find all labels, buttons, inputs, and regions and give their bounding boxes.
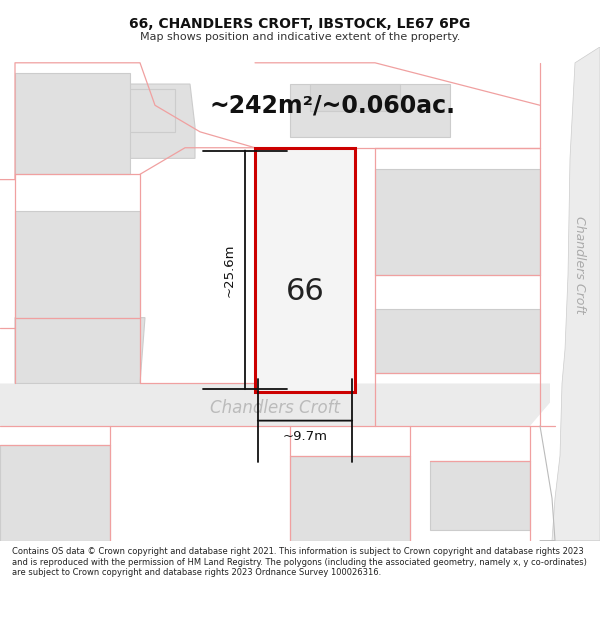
Polygon shape	[15, 318, 145, 384]
Text: Chandlers Croft: Chandlers Croft	[210, 399, 340, 417]
Text: Contains OS data © Crown copyright and database right 2021. This information is : Contains OS data © Crown copyright and d…	[12, 548, 587, 577]
Polygon shape	[552, 47, 600, 541]
Bar	[290, 456, 410, 541]
Bar	[375, 169, 540, 275]
Bar	[15, 211, 140, 318]
Text: ~242m²/~0.060ac.: ~242m²/~0.060ac.	[210, 93, 456, 118]
Bar	[70, 89, 175, 132]
Text: ~9.7m: ~9.7m	[283, 430, 328, 443]
Bar	[310, 84, 400, 111]
Polygon shape	[0, 384, 550, 426]
Text: Map shows position and indicative extent of the property.: Map shows position and indicative extent…	[140, 32, 460, 43]
Bar	[255, 148, 355, 392]
Bar	[290, 84, 450, 137]
Bar	[375, 309, 540, 373]
Text: 66: 66	[286, 277, 325, 306]
Text: ~25.6m: ~25.6m	[223, 243, 235, 297]
Polygon shape	[50, 84, 195, 158]
Text: Chandlers Croft: Chandlers Croft	[574, 216, 587, 313]
Bar	[430, 461, 530, 530]
Text: 66, CHANDLERS CROFT, IBSTOCK, LE67 6PG: 66, CHANDLERS CROFT, IBSTOCK, LE67 6PG	[130, 17, 470, 31]
Bar	[0, 445, 110, 541]
Bar	[15, 73, 130, 174]
